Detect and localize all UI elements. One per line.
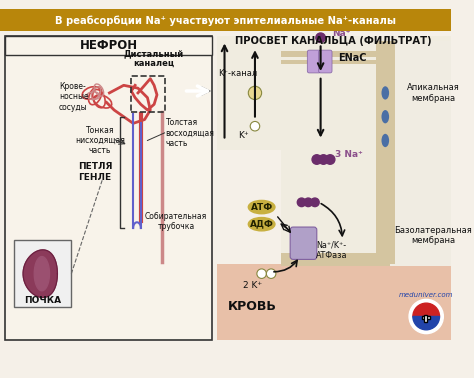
FancyBboxPatch shape (376, 40, 395, 264)
Text: Толстая
восходящая
часть: Толстая восходящая часть (165, 118, 214, 148)
Text: Базолатеральная
мембрана: Базолатеральная мембрана (394, 226, 472, 245)
Text: ПЕТЛЯ
ГЕНЛЕ: ПЕТЛЯ ГЕНЛЕ (78, 162, 112, 181)
Text: ENaC: ENaC (338, 53, 366, 63)
FancyBboxPatch shape (307, 50, 320, 73)
Circle shape (304, 198, 312, 207)
Circle shape (257, 269, 266, 279)
Text: АДФ: АДФ (250, 220, 273, 229)
Text: K⁺: K⁺ (238, 131, 249, 140)
Ellipse shape (248, 200, 275, 214)
Ellipse shape (382, 134, 389, 147)
FancyBboxPatch shape (217, 36, 451, 150)
Text: Собирательная
трубочка: Собирательная трубочка (145, 212, 207, 231)
Text: НЕФРОН: НЕФРОН (79, 39, 137, 52)
FancyBboxPatch shape (319, 50, 332, 73)
Circle shape (316, 33, 325, 42)
FancyBboxPatch shape (422, 316, 430, 319)
Text: Na⁺/K⁺-
АТФаза: Na⁺/K⁺- АТФаза (316, 240, 347, 260)
FancyArrowPatch shape (186, 86, 208, 96)
Text: КРОВЬ: КРОВЬ (228, 301, 276, 313)
Text: ПОЧКА: ПОЧКА (24, 296, 61, 305)
Circle shape (297, 198, 306, 207)
Circle shape (266, 269, 276, 279)
FancyBboxPatch shape (5, 36, 212, 340)
FancyBboxPatch shape (390, 40, 451, 266)
FancyBboxPatch shape (290, 227, 317, 259)
Polygon shape (23, 250, 57, 297)
FancyBboxPatch shape (281, 253, 390, 259)
Text: meduniver.com: meduniver.com (399, 291, 454, 297)
FancyBboxPatch shape (5, 36, 212, 55)
Text: Дистальный
каналец: Дистальный каналец (124, 49, 184, 68)
Circle shape (248, 86, 262, 99)
Ellipse shape (382, 110, 389, 123)
Ellipse shape (382, 86, 389, 99)
FancyBboxPatch shape (424, 314, 427, 322)
Text: Na⁺: Na⁺ (332, 29, 350, 39)
Text: В реабсорбции Na⁺ участвуют эпителиальные Na⁺-каналы: В реабсорбции Na⁺ участвуют эпителиальны… (55, 15, 396, 26)
Circle shape (325, 155, 335, 164)
Ellipse shape (248, 218, 275, 231)
Text: 2 K⁺: 2 K⁺ (243, 280, 262, 290)
Wedge shape (413, 303, 439, 316)
FancyBboxPatch shape (0, 9, 451, 31)
Text: Апикальная
мембрана: Апикальная мембрана (407, 83, 459, 102)
Text: АТФ: АТФ (250, 203, 273, 212)
FancyBboxPatch shape (217, 264, 451, 340)
Wedge shape (413, 316, 439, 330)
Text: Крове-
носные
сосуды: Крове- носные сосуды (59, 82, 89, 112)
FancyBboxPatch shape (281, 51, 390, 57)
FancyBboxPatch shape (281, 40, 390, 266)
Circle shape (409, 299, 443, 334)
Text: K⁺-канал: K⁺-канал (218, 70, 257, 78)
Text: Тонкая
нисходящая
часть: Тонкая нисходящая часть (75, 125, 125, 155)
Circle shape (319, 155, 328, 164)
Circle shape (312, 155, 321, 164)
FancyBboxPatch shape (14, 240, 72, 307)
Text: 3 Na⁺: 3 Na⁺ (335, 150, 363, 159)
Circle shape (310, 198, 319, 207)
Circle shape (250, 121, 260, 131)
FancyBboxPatch shape (281, 257, 390, 266)
Polygon shape (34, 257, 49, 291)
FancyBboxPatch shape (281, 60, 390, 64)
Text: ПРОСВЕТ КАНАЛЬЦА (ФИЛЬТРАТ): ПРОСВЕТ КАНАЛЬЦА (ФИЛЬТРАТ) (235, 36, 431, 46)
